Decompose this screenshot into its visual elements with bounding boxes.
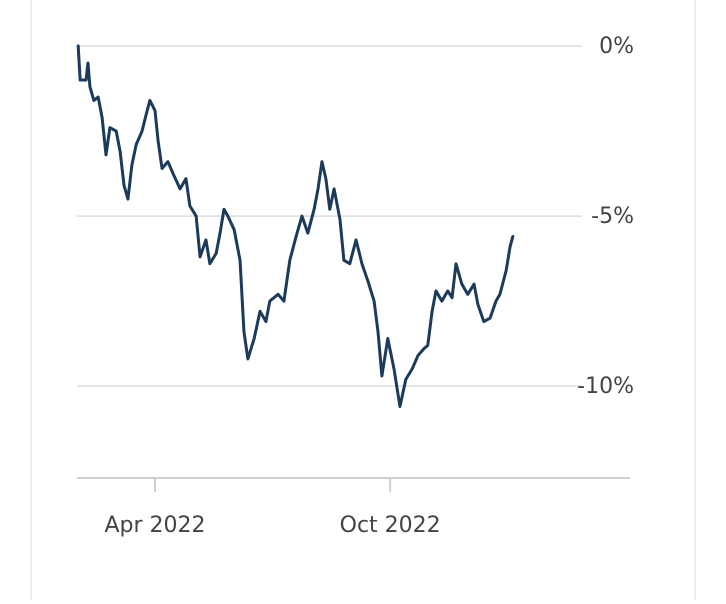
y-tick-label: 0% [599,34,634,59]
y-tick-label: -5% [591,204,634,229]
x-tick-label: Apr 2022 [104,513,205,538]
y-tick-label: -10% [577,374,634,399]
line [76,44,515,409]
x-tick-label: Oct 2022 [340,513,441,538]
